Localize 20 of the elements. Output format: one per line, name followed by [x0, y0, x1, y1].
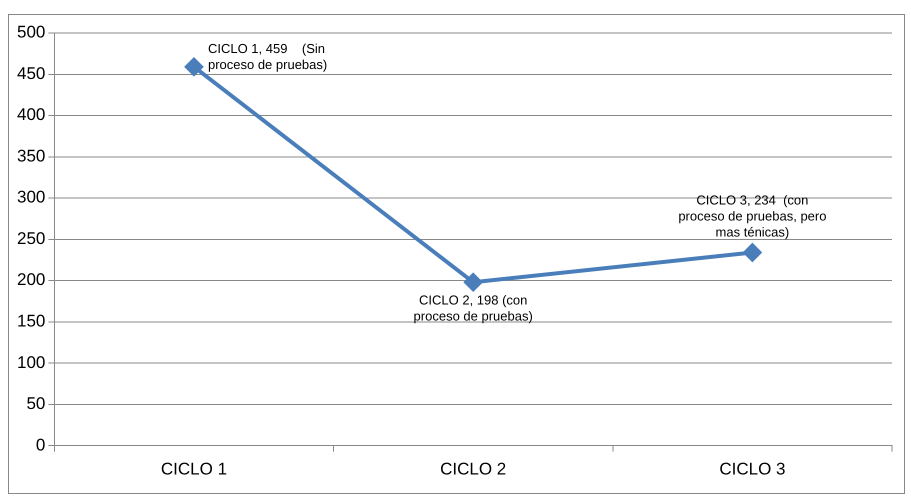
point [743, 244, 762, 262]
data-label: CICLO 2, 198 (con proceso de pruebas) [414, 292, 533, 324]
x-tick-label: CICLO 2 [440, 459, 506, 478]
y-tick-label: 250 [16, 228, 46, 248]
y-tick-label: 350 [16, 146, 46, 166]
point [464, 273, 482, 292]
y-tick-label: 300 [16, 188, 46, 207]
y-tick-label: 150 [16, 312, 46, 331]
y-tick-label: 200 [16, 270, 46, 290]
y-tick-label: 100 [16, 352, 46, 372]
y-tick-label: 50 [26, 394, 46, 414]
y-tick-label: 450 [16, 64, 46, 83]
y-tick-label: 400 [16, 105, 46, 124]
x-tick-label: CICLO 3 [719, 459, 786, 478]
y-tick-label: 0 [36, 435, 46, 454]
point [184, 58, 203, 76]
data-label: CICLO 1, 459 (Sin proceso de pruebas) [208, 40, 328, 72]
data-label: CICLO 3, 234 (con proceso de pruebas, pero mas ténicas) [678, 192, 826, 240]
y-tick-label: 500 [16, 22, 46, 42]
x-tick-label: CICLO 1 [160, 459, 228, 478]
